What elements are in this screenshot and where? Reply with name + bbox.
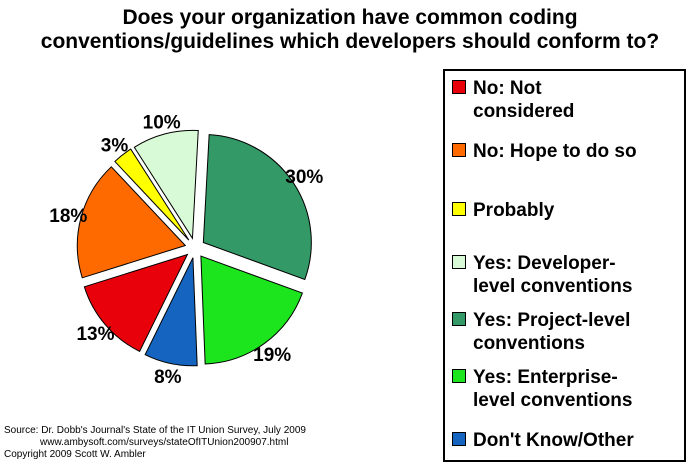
slice-label-1: 18% — [49, 206, 87, 227]
legend-swatch-5 — [452, 369, 466, 383]
legend-label-line: Probably — [473, 200, 555, 221]
pie-slice-4 — [202, 134, 312, 281]
legend-label-4: Yes: Project-level conventions — [473, 309, 685, 355]
legend-label-line: No: Hope to do so — [473, 141, 637, 162]
slice-label-2: 3% — [101, 136, 129, 157]
slice-label-3: 10% — [143, 112, 181, 133]
legend-swatch-2 — [452, 202, 466, 216]
legend-label-line: No: Not — [473, 78, 542, 99]
slice-label-4: 30% — [285, 167, 323, 188]
legend-label-3: Yes: Developer-level conventions — [473, 252, 685, 298]
pie-slice-2 — [114, 148, 190, 241]
slice-label-0: 13% — [76, 324, 114, 345]
legend-swatch-4 — [452, 312, 466, 326]
chart-legend: No: Not considered No: Hope to do so Probab… — [443, 69, 686, 462]
chart-title: Does your organization have common codin… — [0, 6, 700, 54]
legend-label-0: No: Not considered — [473, 77, 685, 123]
pie-slice-0 — [83, 253, 189, 353]
source-url: www.ambysoft.com/surveys/stateOfITUnion2… — [40, 437, 289, 448]
legend-label-line: conventions — [473, 333, 585, 354]
legend-label-line: Yes: Project-level — [473, 310, 631, 331]
legend-swatch-3 — [452, 255, 466, 269]
pie-slice-1 — [76, 166, 187, 279]
pie-slice-5 — [200, 255, 304, 365]
copyright-line: Copyright 2009 Scott W. Ambler — [4, 449, 146, 460]
source-note: Source: Dr. Dobb's Journal's State of th… — [4, 425, 306, 461]
pie-slice-3 — [133, 129, 199, 240]
chart-title-line-2: conventions/guidelines which developers … — [40, 30, 660, 53]
legend-label-line: Don't Know/Other — [473, 430, 634, 451]
slice-label-5: 19% — [253, 345, 291, 366]
legend-label-line: Yes: Developer- — [473, 253, 616, 274]
legend-label-5: Yes: Enterprise-level conventions — [473, 366, 685, 412]
source-line: Source: Dr. Dobb's Journal's State of th… — [4, 425, 306, 436]
legend-swatch-6 — [452, 432, 466, 446]
legend-label-line: Yes: Enterprise- — [473, 367, 618, 388]
legend-label-2: Probably — [473, 199, 685, 222]
legend-swatch-1 — [452, 143, 466, 157]
slice-label-6: 8% — [154, 367, 182, 388]
legend-label-line: considered — [473, 101, 575, 122]
pie-slice-6 — [144, 257, 198, 367]
legend-label-line: level conventions — [473, 390, 633, 411]
legend-label-1: No: Hope to do so — [473, 140, 685, 163]
legend-label-line: level conventions — [473, 276, 633, 297]
legend-label-6: Don't Know/Other — [473, 429, 685, 452]
chart-title-line-1: Does your organization have common codin… — [122, 6, 578, 29]
legend-swatch-0 — [452, 80, 466, 94]
